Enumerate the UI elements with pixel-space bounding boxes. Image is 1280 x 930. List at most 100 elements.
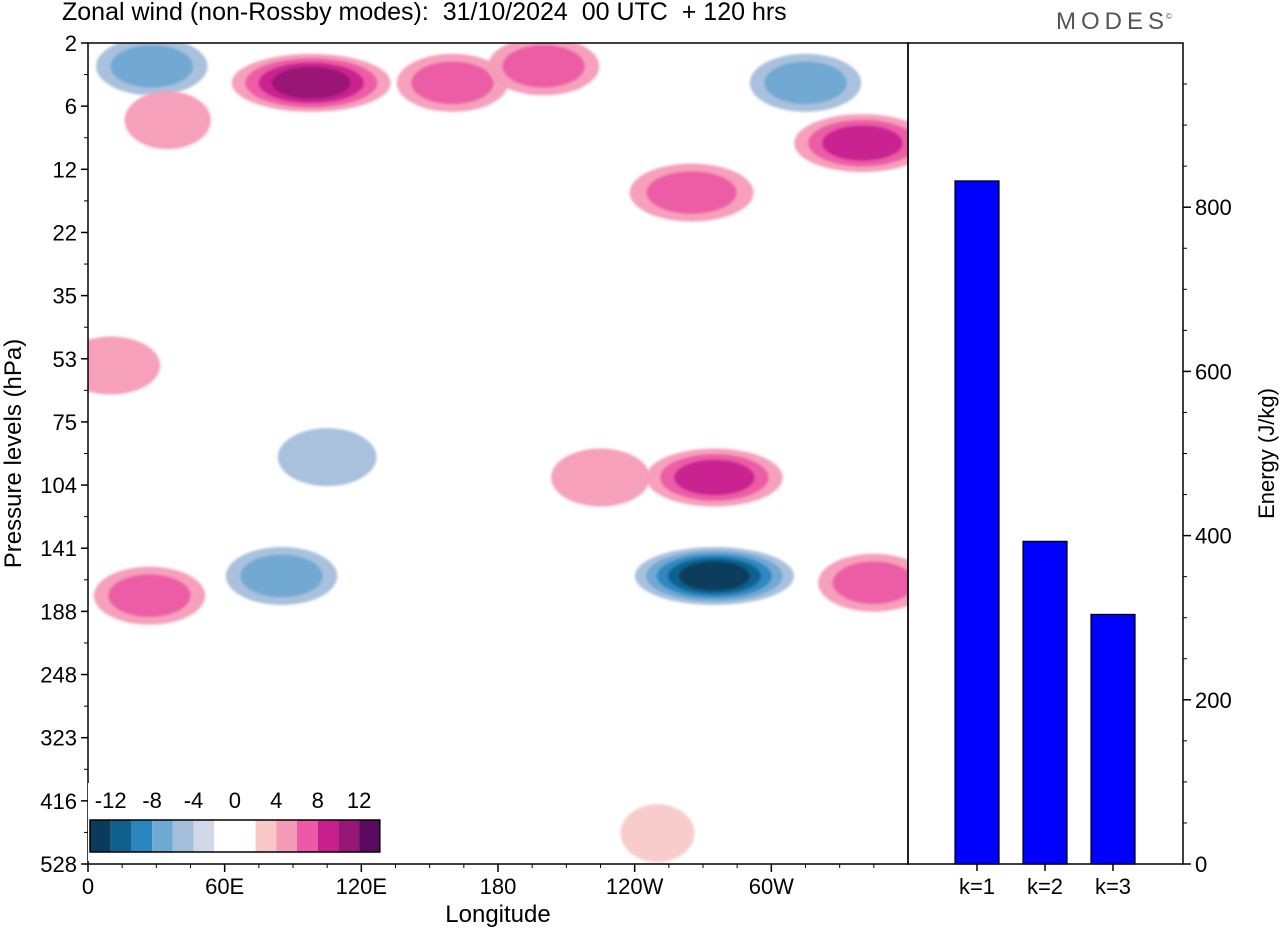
colorbar-swatch bbox=[110, 820, 132, 852]
wind-contour bbox=[764, 61, 847, 105]
colorbar-label: -8 bbox=[142, 788, 162, 813]
y-tick-label: 528 bbox=[40, 852, 77, 877]
colorbar-swatch bbox=[172, 820, 194, 852]
y-tick-label: 35 bbox=[53, 284, 77, 309]
wind-contour bbox=[124, 91, 211, 150]
wind-feature bbox=[225, 546, 338, 605]
wind-feature bbox=[620, 804, 695, 863]
colorbar-swatch bbox=[193, 820, 215, 852]
chart-title: Zonal wind (non-Rossby modes): 31/10/202… bbox=[62, 0, 787, 26]
colorbar: -12 -8 -4 0 4 8 12 bbox=[88, 783, 382, 861]
wind-feature bbox=[818, 553, 908, 612]
x-tick-label: 120E bbox=[336, 874, 387, 899]
y-tick-label: 75 bbox=[53, 410, 77, 435]
wind-contour bbox=[108, 574, 191, 617]
colorbar-label: -4 bbox=[184, 788, 204, 813]
y-tick-label: 141 bbox=[40, 536, 77, 561]
energy-tick-label: 600 bbox=[1195, 359, 1232, 384]
wind-feature bbox=[487, 43, 600, 96]
colorbar-swatch bbox=[234, 820, 256, 852]
wind-feature bbox=[551, 448, 650, 507]
wind-contour bbox=[674, 459, 755, 496]
energy-axis-label: Energy (J/kg) bbox=[1254, 388, 1279, 519]
energy-tick-label: 200 bbox=[1195, 688, 1232, 713]
wind-feature bbox=[96, 43, 208, 96]
wind-feature bbox=[124, 91, 211, 150]
colorbar-swatch bbox=[338, 820, 360, 852]
wind-contour bbox=[502, 45, 585, 88]
wind-feature bbox=[629, 163, 754, 222]
wind-contour bbox=[832, 561, 908, 605]
colorbar-swatch bbox=[255, 820, 277, 852]
y-tick-label: 2 bbox=[65, 31, 77, 56]
colorbar-label: 0 bbox=[229, 788, 241, 813]
colorbar-swatch bbox=[317, 820, 339, 852]
wind-contour bbox=[646, 171, 737, 214]
wind-feature bbox=[88, 336, 161, 395]
map-frame bbox=[87, 42, 909, 865]
energy-bar bbox=[1090, 613, 1136, 865]
x-tick-label: 60W bbox=[749, 874, 794, 899]
energy-tick-label: 400 bbox=[1195, 524, 1232, 549]
x-tick-label: 180 bbox=[480, 874, 517, 899]
modes-logo-text: MODES bbox=[1056, 8, 1170, 35]
y-tick-label: 104 bbox=[40, 473, 77, 498]
copyright-mark: © bbox=[1166, 12, 1172, 21]
wind-feature bbox=[277, 428, 377, 487]
wind-contour bbox=[277, 428, 377, 487]
wind-contour bbox=[551, 448, 650, 507]
x-axis-label: Longitude bbox=[445, 901, 550, 928]
wind-contour bbox=[271, 66, 351, 99]
y-tick-label: 6 bbox=[65, 94, 77, 119]
energy-bar bbox=[954, 180, 1000, 865]
colorbar-frame bbox=[89, 819, 381, 853]
y-tick-label: 12 bbox=[53, 157, 77, 182]
colorbar-swatch bbox=[90, 820, 111, 852]
colorbar-swatch bbox=[214, 820, 235, 852]
y-tick-label: 53 bbox=[53, 347, 77, 372]
y-tick-label: 416 bbox=[40, 789, 77, 814]
wind-feature bbox=[396, 53, 509, 112]
x-tick-label: 0 bbox=[82, 874, 94, 899]
energy-tick-label: 0 bbox=[1195, 852, 1207, 877]
wind-feature bbox=[646, 448, 783, 507]
energy-bar bbox=[1022, 540, 1068, 865]
colorbar-label: -12 bbox=[95, 788, 127, 813]
y-axis-label: Pressure levels (hPa) bbox=[0, 339, 27, 568]
colorbar-swatch bbox=[276, 820, 297, 852]
wind-contour bbox=[110, 45, 193, 88]
colorbar-swatch bbox=[152, 820, 173, 852]
wind-contour bbox=[678, 561, 750, 591]
wind-feature bbox=[794, 114, 908, 173]
bar-category-label: k=1 bbox=[959, 874, 995, 899]
colorbar-label: 8 bbox=[312, 788, 324, 813]
wind-contour bbox=[822, 125, 903, 161]
x-tick-label: 60E bbox=[205, 874, 244, 899]
colorbar-label: 12 bbox=[347, 788, 371, 813]
energy-bars: 0 200 400 600 800 k=1 k=2 k=3 Energy (J/kg) bbox=[954, 83, 1279, 899]
wind-contour bbox=[620, 804, 695, 863]
y-tick-label: 248 bbox=[40, 663, 77, 688]
bar-category-label: k=3 bbox=[1095, 874, 1131, 899]
bar-category-label: k=2 bbox=[1027, 874, 1063, 899]
wind-feature bbox=[749, 53, 862, 112]
wind-contour bbox=[411, 61, 494, 105]
y-tick-label: 22 bbox=[53, 220, 77, 245]
wind-feature bbox=[93, 566, 206, 625]
wind-feature bbox=[634, 546, 794, 605]
x-tick-label: 120W bbox=[606, 874, 664, 899]
wind-contour bbox=[240, 554, 323, 598]
wind-field bbox=[88, 43, 908, 863]
y-tick-label: 323 bbox=[40, 726, 77, 751]
colorbar-swatch bbox=[359, 820, 380, 852]
y-tick-label: 188 bbox=[40, 599, 77, 624]
colorbar-label: 4 bbox=[270, 788, 282, 813]
colorbar-swatch bbox=[297, 820, 318, 852]
wind-contour bbox=[88, 336, 161, 395]
wind-feature bbox=[231, 53, 391, 112]
colorbar-swatch bbox=[131, 820, 153, 852]
modes-logo: MODES© bbox=[1056, 8, 1175, 36]
energy-tick-label: 800 bbox=[1195, 195, 1232, 220]
